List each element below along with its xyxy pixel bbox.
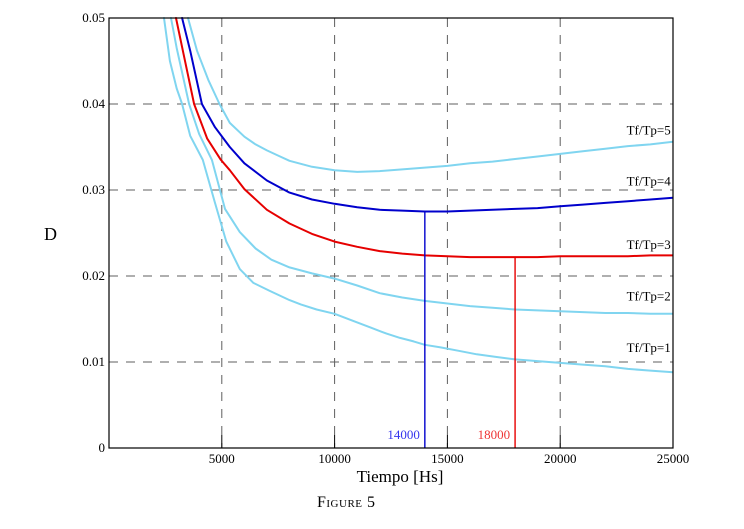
y-tick-label-0.04: 0.04 — [82, 96, 105, 111]
y-tick-label-0: 0 — [99, 440, 106, 455]
series-line-tf-tp-1 — [163, 17, 673, 374]
marker-label-18000: 18000 — [478, 427, 511, 442]
curve-label-tf-tp-5: Tf/Tp=5 — [627, 123, 671, 138]
x-axis-title: Tiempo [Hs] — [356, 467, 444, 486]
x-tick-label-25000: 25000 — [657, 451, 690, 466]
series-line-tf-tp-2 — [170, 17, 673, 315]
x-tick-label-15000: 15000 — [431, 451, 464, 466]
y-tick-label-0.01: 0.01 — [82, 354, 105, 369]
y-tick-label-0.03: 0.03 — [82, 182, 105, 197]
x-tick-label-5000: 5000 — [209, 451, 235, 466]
x-tick-label-10000: 10000 — [318, 451, 351, 466]
figure-caption: Figure 5 — [317, 494, 376, 511]
curve-label-tf-tp-4: Tf/Tp=4 — [627, 173, 672, 188]
series-group — [163, 17, 673, 374]
curve-label-tf-tp-3: Tf/Tp=3 — [627, 237, 671, 252]
marker-label-14000: 14000 — [387, 427, 420, 442]
curve-label-tf-tp-1: Tf/Tp=1 — [627, 340, 671, 355]
x-tick-label-20000: 20000 — [544, 451, 577, 466]
y-tick-label-0.05: 0.05 — [82, 10, 105, 25]
series-line-tf-tp-5 — [187, 17, 673, 173]
series-line-tf-tp-4 — [181, 17, 673, 213]
y-axis-title: D — [44, 224, 57, 244]
series-line-tf-tp-3 — [175, 17, 673, 259]
curve-label-tf-tp-2: Tf/Tp=2 — [627, 289, 671, 304]
plot-border — [108, 17, 674, 449]
y-tick-label-0.02: 0.02 — [82, 268, 105, 283]
